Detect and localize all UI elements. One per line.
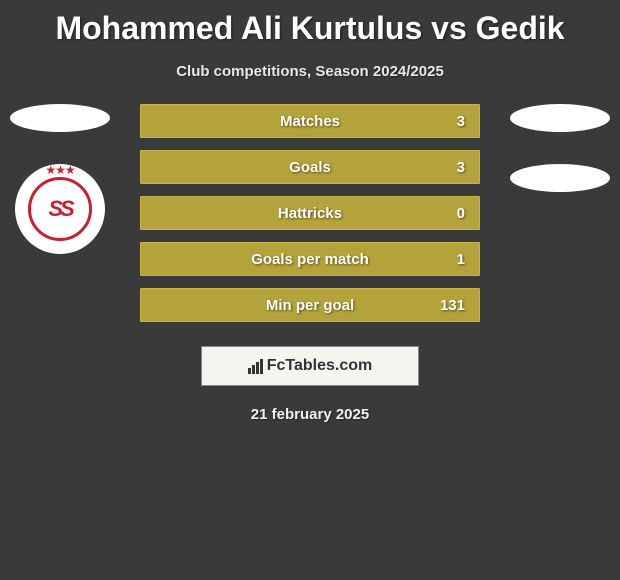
- stat-value: 131: [440, 297, 465, 314]
- brand-logo[interactable]: FcTables.com: [201, 346, 419, 386]
- stats-column: Matches 3 Goals 3 Hattricks 0 Goals per …: [140, 104, 480, 322]
- stat-value: 3: [457, 113, 465, 130]
- stat-bar-hattricks: Hattricks 0: [140, 196, 480, 230]
- comparison-content: ★★★ SS Matches 3 Goals 3 Hattricks 0 Goa…: [0, 104, 620, 322]
- left-player-col: ★★★ SS: [0, 104, 120, 254]
- stat-value: 0: [457, 205, 465, 222]
- stat-label: Hattricks: [278, 205, 342, 222]
- stat-value: 3: [457, 159, 465, 176]
- footer-date: 21 february 2025: [0, 406, 620, 423]
- stat-value: 1: [457, 251, 465, 268]
- club-badge: ★★★ SS: [15, 164, 105, 254]
- stat-bar-goals-per-match: Goals per match 1: [140, 242, 480, 276]
- stat-bar-goals: Goals 3: [140, 150, 480, 184]
- club-stars-icon: ★★★: [45, 164, 74, 177]
- stat-label: Goals per match: [251, 251, 369, 268]
- player-avatar-placeholder: [510, 164, 610, 192]
- player-avatar-placeholder: [10, 104, 110, 132]
- stat-bar-min-per-goal: Min per goal 131: [140, 288, 480, 322]
- player-avatar-placeholder: [510, 104, 610, 132]
- subtitle: Club competitions, Season 2024/2025: [0, 63, 620, 80]
- stat-bar-matches: Matches 3: [140, 104, 480, 138]
- club-initials: SS: [48, 196, 71, 222]
- page-title: Mohammed Ali Kurtulus vs Gedik: [0, 0, 620, 47]
- right-player-col: [500, 104, 620, 192]
- brand-text: FcTables.com: [267, 357, 373, 375]
- stat-label: Min per goal: [266, 297, 354, 314]
- bar-chart-icon: [248, 359, 263, 374]
- club-badge-inner: ★★★ SS: [28, 177, 92, 241]
- stat-label: Matches: [280, 113, 340, 130]
- stat-label: Goals: [289, 159, 331, 176]
